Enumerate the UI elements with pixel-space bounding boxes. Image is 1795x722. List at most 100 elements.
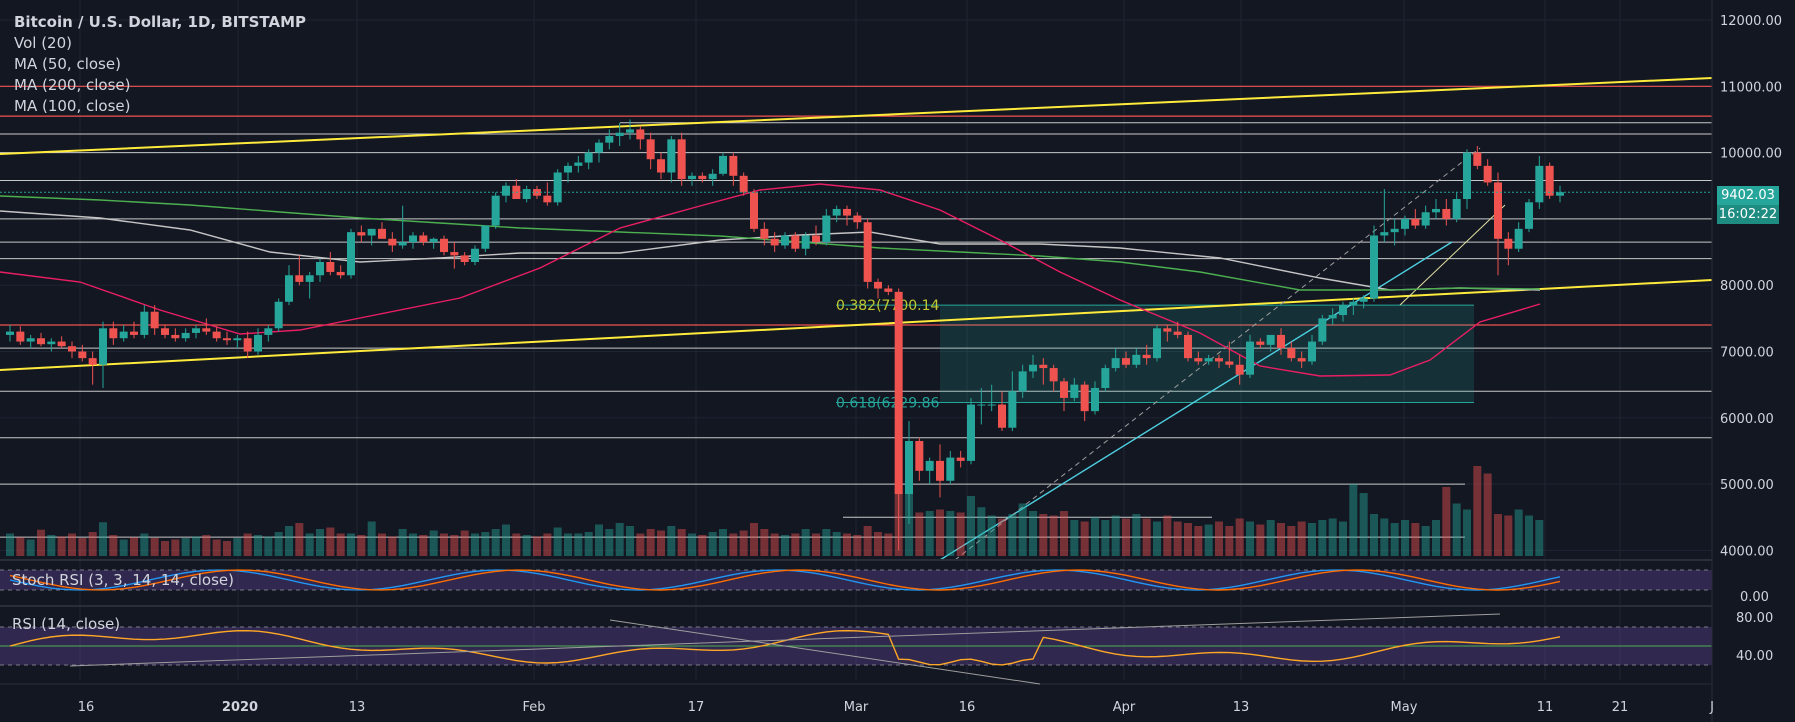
volume-bar [1483,473,1492,556]
volume-bar [615,523,624,556]
candle-body [987,404,996,406]
candle-body [894,291,903,495]
volume-bar [791,533,800,556]
volume-bar [646,529,655,556]
candle-body [522,189,531,200]
candle-body [543,195,552,203]
volume-bar [1421,526,1430,556]
candle-body [212,331,221,339]
volume-bar [1359,493,1368,556]
candle-body [1008,391,1017,428]
volume-bar [698,535,707,556]
candle-body [1504,238,1513,249]
candle-body [1308,341,1316,362]
trendline-upper [0,77,1713,155]
candle-body [677,139,686,180]
volume-bar [419,535,428,556]
candle-body [1349,301,1358,306]
rsi-label[interactable]: RSI (14, close) [12,615,121,633]
volume-bar [626,526,634,556]
price-tick: 12000.00 [1720,14,1782,29]
candle-body [1328,315,1337,319]
candle-body [181,332,190,339]
volume-bar [481,532,490,556]
candle-body [37,338,45,345]
candle-body [822,215,831,243]
candle-body [326,261,335,272]
candle-body [874,281,882,289]
price-tick: 6000.00 [1720,412,1774,427]
time-tick: J [1709,700,1714,715]
volume-bar [1235,518,1244,556]
candle-body [264,328,273,335]
volume-bar [512,533,521,556]
volume-bar [367,521,376,556]
volume-bar [1039,514,1048,556]
volume-bar [1473,466,1482,556]
candle-body [781,235,789,246]
volume-bar [564,533,572,556]
candle-body [57,341,66,347]
candle-body [491,195,500,226]
candle-body [1277,334,1285,349]
candle-body [460,255,469,262]
volume-bar [274,532,283,556]
time-tick: 21 [1612,700,1629,715]
volume-bar [967,496,975,556]
time-tick: 2020 [222,700,258,715]
candle-body [760,228,769,239]
volume-bar [429,530,438,556]
volume-bar [936,509,944,556]
legend-volume[interactable]: Vol (20) [14,34,73,52]
volume-bar [357,535,366,556]
candle-body [1339,305,1347,316]
volume-bar [801,529,810,556]
candle-body [636,129,645,140]
volume-bar [1256,524,1265,556]
countdown-tag: 16:02:22 [1717,205,1779,224]
volume-bar [915,512,924,556]
volume-bar [1277,523,1285,556]
volume-bar [1452,503,1461,556]
volume-bar [398,529,407,556]
candle-body [68,346,76,352]
candle-body [1318,318,1327,342]
volume-bar [336,533,345,556]
volume-bar [305,533,314,556]
candle-body [750,192,758,229]
ma100-line [0,210,1541,291]
candle-body [254,334,262,352]
ma50-line [0,183,1541,377]
legend-ma200[interactable]: MA (200, close) [14,76,131,94]
volume-bar [553,527,562,556]
candle-body [150,311,159,329]
legend-ma50[interactable]: MA (50, close) [14,55,121,73]
candle-body [1390,228,1399,233]
candle-body [1380,232,1389,236]
candle-body [595,142,603,153]
volume-bar [6,533,14,556]
time-tick: 11 [1537,700,1554,715]
stoch-rsi-label[interactable]: Stoch RSI (3, 3, 14, 14, close) [12,571,234,589]
candle-body [78,351,87,359]
volume-bar [1049,515,1058,556]
volume-bar [1535,520,1544,556]
candle-body [1029,364,1037,372]
candle-body [1525,202,1533,229]
trendline-dashed [954,147,1481,561]
volume-bar [212,539,221,556]
volume-bar [57,536,66,556]
volume-bar [708,532,717,556]
volume-bar [1008,514,1017,556]
volume-bar [956,512,965,556]
volume-bar [636,533,645,556]
legend-ma100[interactable]: MA (100, close) [14,97,131,115]
fib-label: 0.382(7700.14 [836,298,940,314]
candle-body [812,235,820,243]
candle-body [378,228,386,239]
price-tick: 4000.00 [1720,544,1774,559]
candle-body [450,252,459,256]
volume-bar [150,538,159,556]
volume-bar [378,533,386,556]
